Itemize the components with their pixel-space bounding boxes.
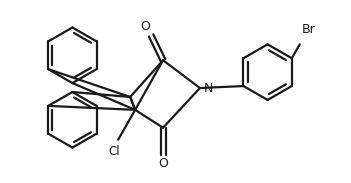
Text: Cl: Cl — [108, 145, 120, 158]
Text: Br: Br — [302, 23, 316, 36]
Text: O: O — [158, 158, 168, 171]
Text: O: O — [140, 20, 150, 33]
Text: N: N — [204, 82, 213, 95]
